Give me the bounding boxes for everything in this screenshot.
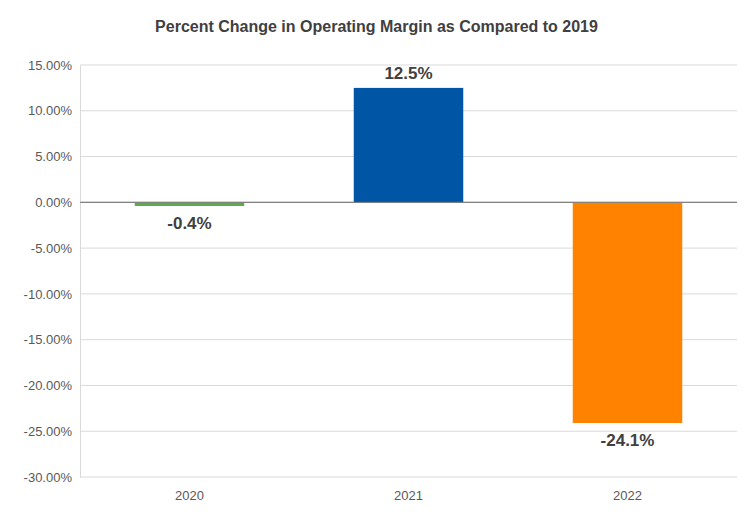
x-tick-label: 2021	[394, 488, 423, 503]
x-tick-label: 2022	[613, 488, 642, 503]
y-tick-label: 10.00%	[28, 103, 73, 118]
y-tick-label: -10.00%	[24, 287, 73, 302]
x-tick-label: 2020	[175, 488, 204, 503]
y-tick-label: -25.00%	[24, 424, 73, 439]
x-axis: 2020 2021 2022	[175, 488, 642, 503]
bars	[135, 88, 683, 423]
y-tick: -10.00%	[24, 287, 80, 302]
title: Percent Change in Operating Margin as Co…	[155, 18, 598, 35]
y-tick: 15.00%	[28, 58, 80, 73]
x-tick: 2020	[175, 488, 204, 503]
y-tick-label: 0.00%	[35, 195, 72, 210]
bar	[573, 202, 683, 423]
y-tick: -15.00%	[24, 332, 80, 347]
x-tick: 2021	[394, 488, 423, 503]
y-tick-label: -30.00%	[24, 470, 73, 485]
y-tick: 0.00%	[35, 195, 80, 210]
y-axis-line	[80, 66, 81, 478]
data-labels: -0.4% 12.5% -24.1%	[167, 64, 654, 450]
bar	[135, 202, 245, 206]
bar	[354, 88, 464, 202]
y-tick: 5.00%	[35, 149, 80, 164]
y-tick: -30.00%	[24, 470, 80, 485]
grid-line	[80, 477, 737, 478]
chart: Percent Change in Operating Margin as Co…	[0, 0, 753, 527]
grid	[80, 65, 737, 477]
y-tick-label: -15.00%	[24, 332, 73, 347]
y-tick: -25.00%	[24, 424, 80, 439]
y-tick: 10.00%	[28, 103, 80, 118]
data-label: 12.5%	[384, 64, 432, 83]
grid-line	[80, 202, 737, 203]
plot: -30.00% -25.00% -20.00% -15.00% -10.00% -5.00…	[24, 58, 737, 504]
y-tick-label: -20.00%	[24, 378, 73, 393]
y-axis: -30.00% -25.00% -20.00% -15.00% -10.00% -5.00…	[24, 58, 81, 485]
data-label: -0.4%	[167, 214, 211, 233]
y-tick-label: 5.00%	[35, 149, 72, 164]
y-tick: -5.00%	[31, 241, 80, 256]
y-tick-label: 15.00%	[28, 58, 73, 73]
x-tick: 2022	[613, 488, 642, 503]
data-label: -24.1%	[601, 431, 655, 450]
y-tick: -20.00%	[24, 378, 80, 393]
y-tick-label: -5.00%	[31, 241, 73, 256]
zero-line	[80, 202, 737, 203]
